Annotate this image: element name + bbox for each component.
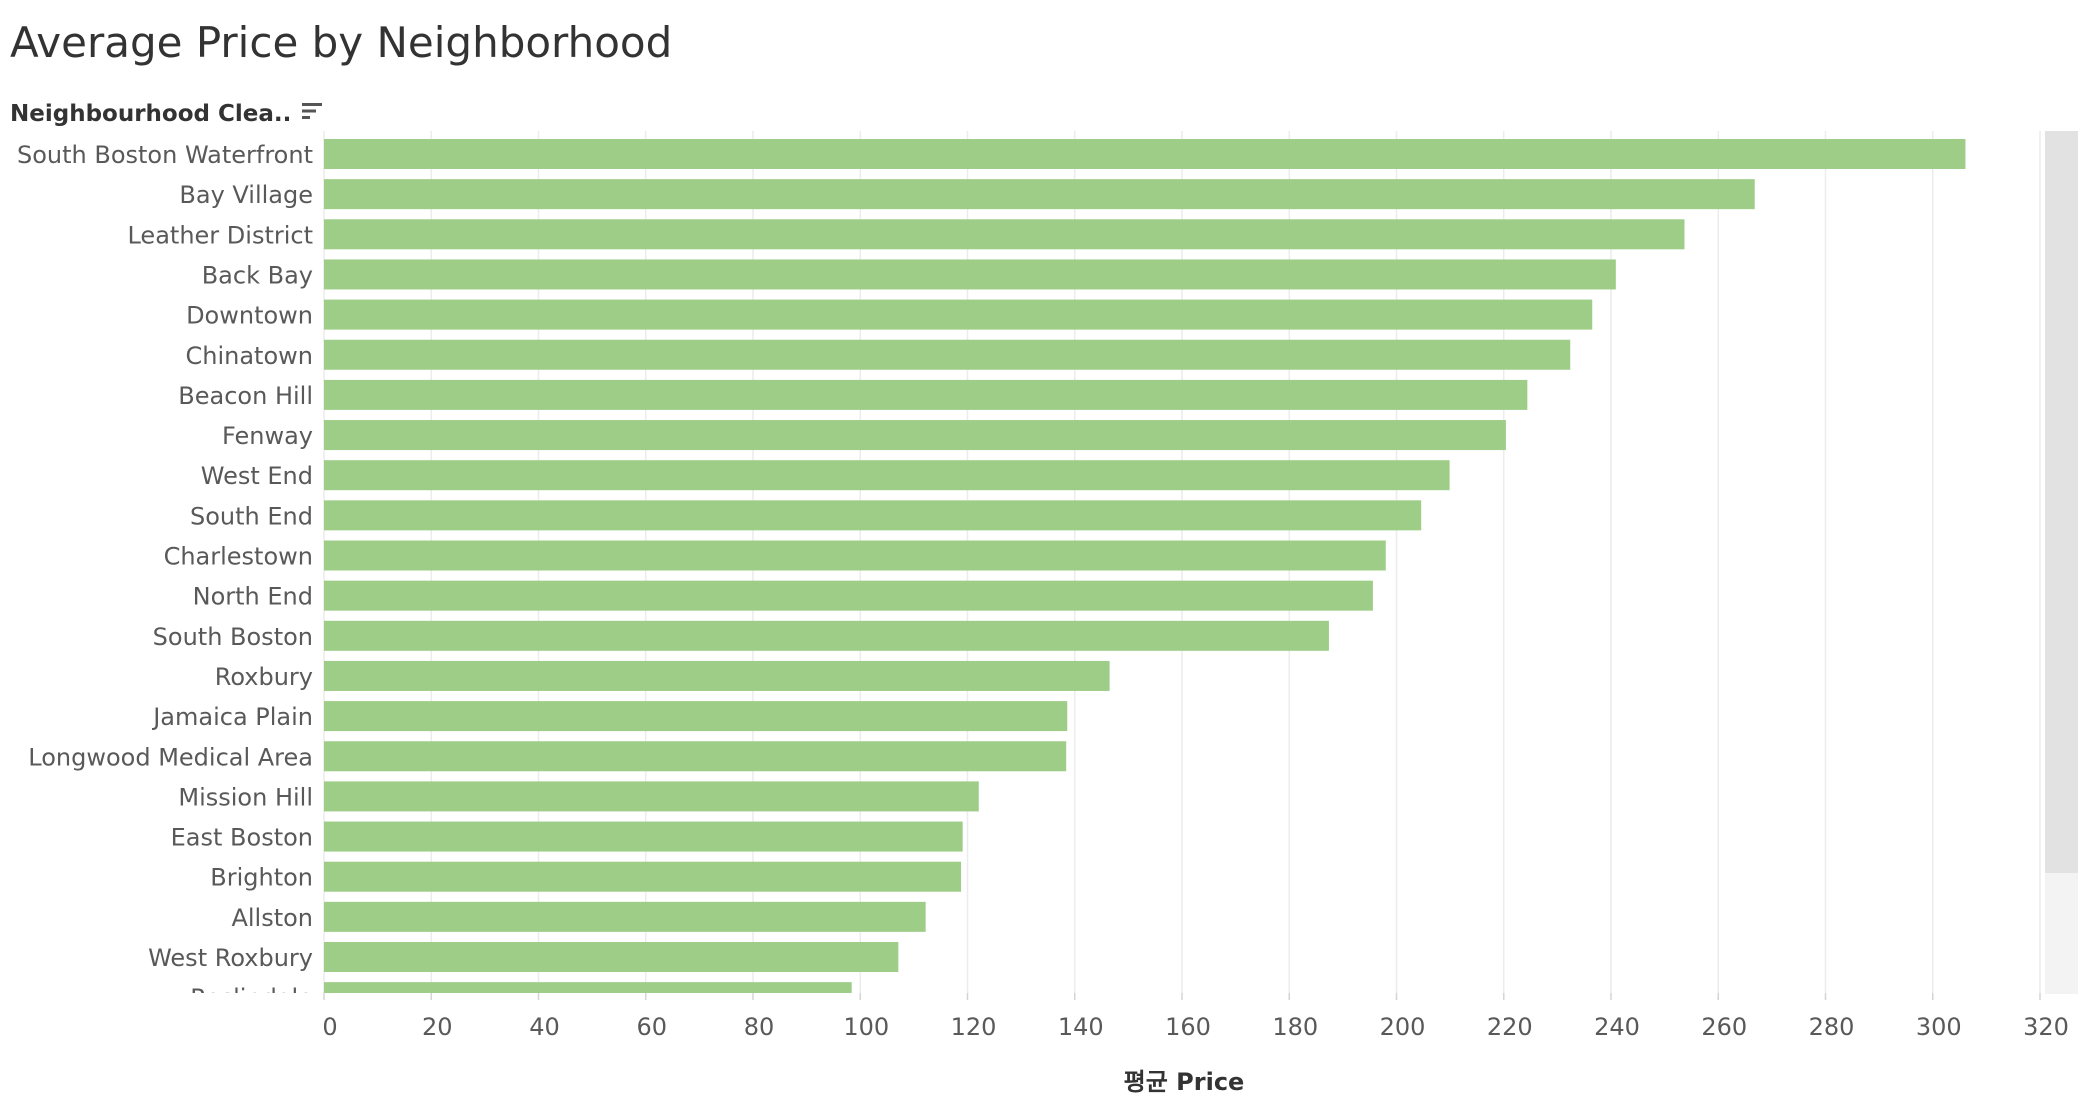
category-label[interactable]: Jamaica Plain [151, 703, 313, 731]
row-field-label: Neighbourhood Clea.. [10, 101, 292, 127]
x-tick-label: 20 [422, 1013, 453, 1041]
bar[interactable] [324, 821, 963, 852]
x-tick-label: 200 [1380, 1013, 1426, 1041]
category-label[interactable]: Brighton [210, 864, 313, 892]
category-label[interactable]: Longwood Medical Area [28, 743, 313, 771]
category-label[interactable]: East Boston [171, 824, 313, 852]
row-field-header[interactable]: Neighbourhood Clea.. [10, 100, 323, 128]
bar[interactable] [324, 179, 1755, 210]
bar[interactable] [324, 219, 1685, 250]
plot-area: South Boston Waterfront Bay Village Leathe… [17, 139, 1966, 1012]
bar[interactable] [324, 942, 899, 972]
x-axis: 0 20 40 60 80 100 120 140 160 180 200 220 240 260 280 3… [322, 993, 2069, 1041]
bar[interactable] [324, 620, 1329, 651]
x-tick-label: 140 [1058, 1013, 1104, 1041]
x-tick-label: 220 [1487, 1013, 1533, 1041]
x-tick-label: 100 [843, 1013, 889, 1041]
category-label[interactable]: Bay Village [179, 181, 313, 209]
bar[interactable] [324, 420, 1506, 451]
category-label[interactable]: Fenway [222, 422, 313, 450]
bar[interactable] [324, 379, 1528, 410]
category-label[interactable]: Charlestown [164, 543, 313, 571]
bar[interactable] [324, 781, 979, 812]
category-label[interactable]: Back Bay [202, 261, 313, 289]
bar[interactable] [324, 500, 1422, 531]
bar[interactable] [324, 660, 1110, 691]
x-axis-title: 평균 Price [1124, 1068, 1245, 1096]
bar[interactable] [324, 540, 1386, 571]
x-tick-label: 60 [636, 1013, 667, 1041]
bar[interactable] [324, 982, 852, 1012]
category-label[interactable]: West Roxbury [148, 944, 313, 972]
x-tick-label: 80 [744, 1013, 775, 1041]
bar[interactable] [324, 861, 962, 892]
category-label[interactable]: South End [190, 502, 313, 530]
bar[interactable] [324, 901, 926, 932]
chart-title: Average Price by Neighborhood [10, 18, 673, 67]
bar[interactable] [324, 741, 1067, 772]
category-label[interactable]: West End [201, 462, 313, 490]
category-label[interactable]: South Boston Waterfront [17, 141, 313, 169]
category-label[interactable]: Mission Hill [178, 783, 313, 811]
bar[interactable] [324, 580, 1373, 611]
x-tick-label: 300 [1916, 1013, 1962, 1041]
bar[interactable] [324, 339, 1571, 370]
sort-descending-icon[interactable] [301, 100, 323, 128]
category-label[interactable]: South Boston [153, 623, 313, 651]
category-label[interactable]: North End [193, 583, 313, 611]
x-tick-label: 0 [322, 1013, 337, 1041]
category-label[interactable]: Chinatown [186, 342, 314, 370]
category-label[interactable]: Leather District [127, 221, 313, 249]
category-label[interactable]: Downtown [186, 302, 313, 330]
category-label[interactable]: Allston [231, 904, 313, 932]
category-label[interactable]: Roxbury [215, 663, 313, 691]
bar[interactable] [324, 460, 1450, 491]
x-tick-label: 40 [529, 1013, 560, 1041]
scrollbar-thumb[interactable] [2045, 131, 2078, 873]
x-tick-label: 180 [1272, 1013, 1318, 1041]
x-tick-label: 280 [1809, 1013, 1855, 1041]
x-tick-label: 160 [1165, 1013, 1211, 1041]
x-tick-label: 320 [2023, 1013, 2069, 1041]
category-label[interactable]: Beacon Hill [178, 382, 313, 410]
category-label[interactable]: Roslindale [190, 984, 313, 1012]
x-tick-label: 240 [1594, 1013, 1640, 1041]
x-tick-label: 260 [1701, 1013, 1747, 1041]
bar[interactable] [324, 139, 1966, 169]
vertical-scrollbar[interactable] [2045, 131, 2078, 994]
x-tick-label: 120 [951, 1013, 997, 1041]
bar[interactable] [324, 299, 1593, 330]
bar[interactable] [324, 701, 1068, 732]
bar[interactable] [324, 259, 1616, 290]
